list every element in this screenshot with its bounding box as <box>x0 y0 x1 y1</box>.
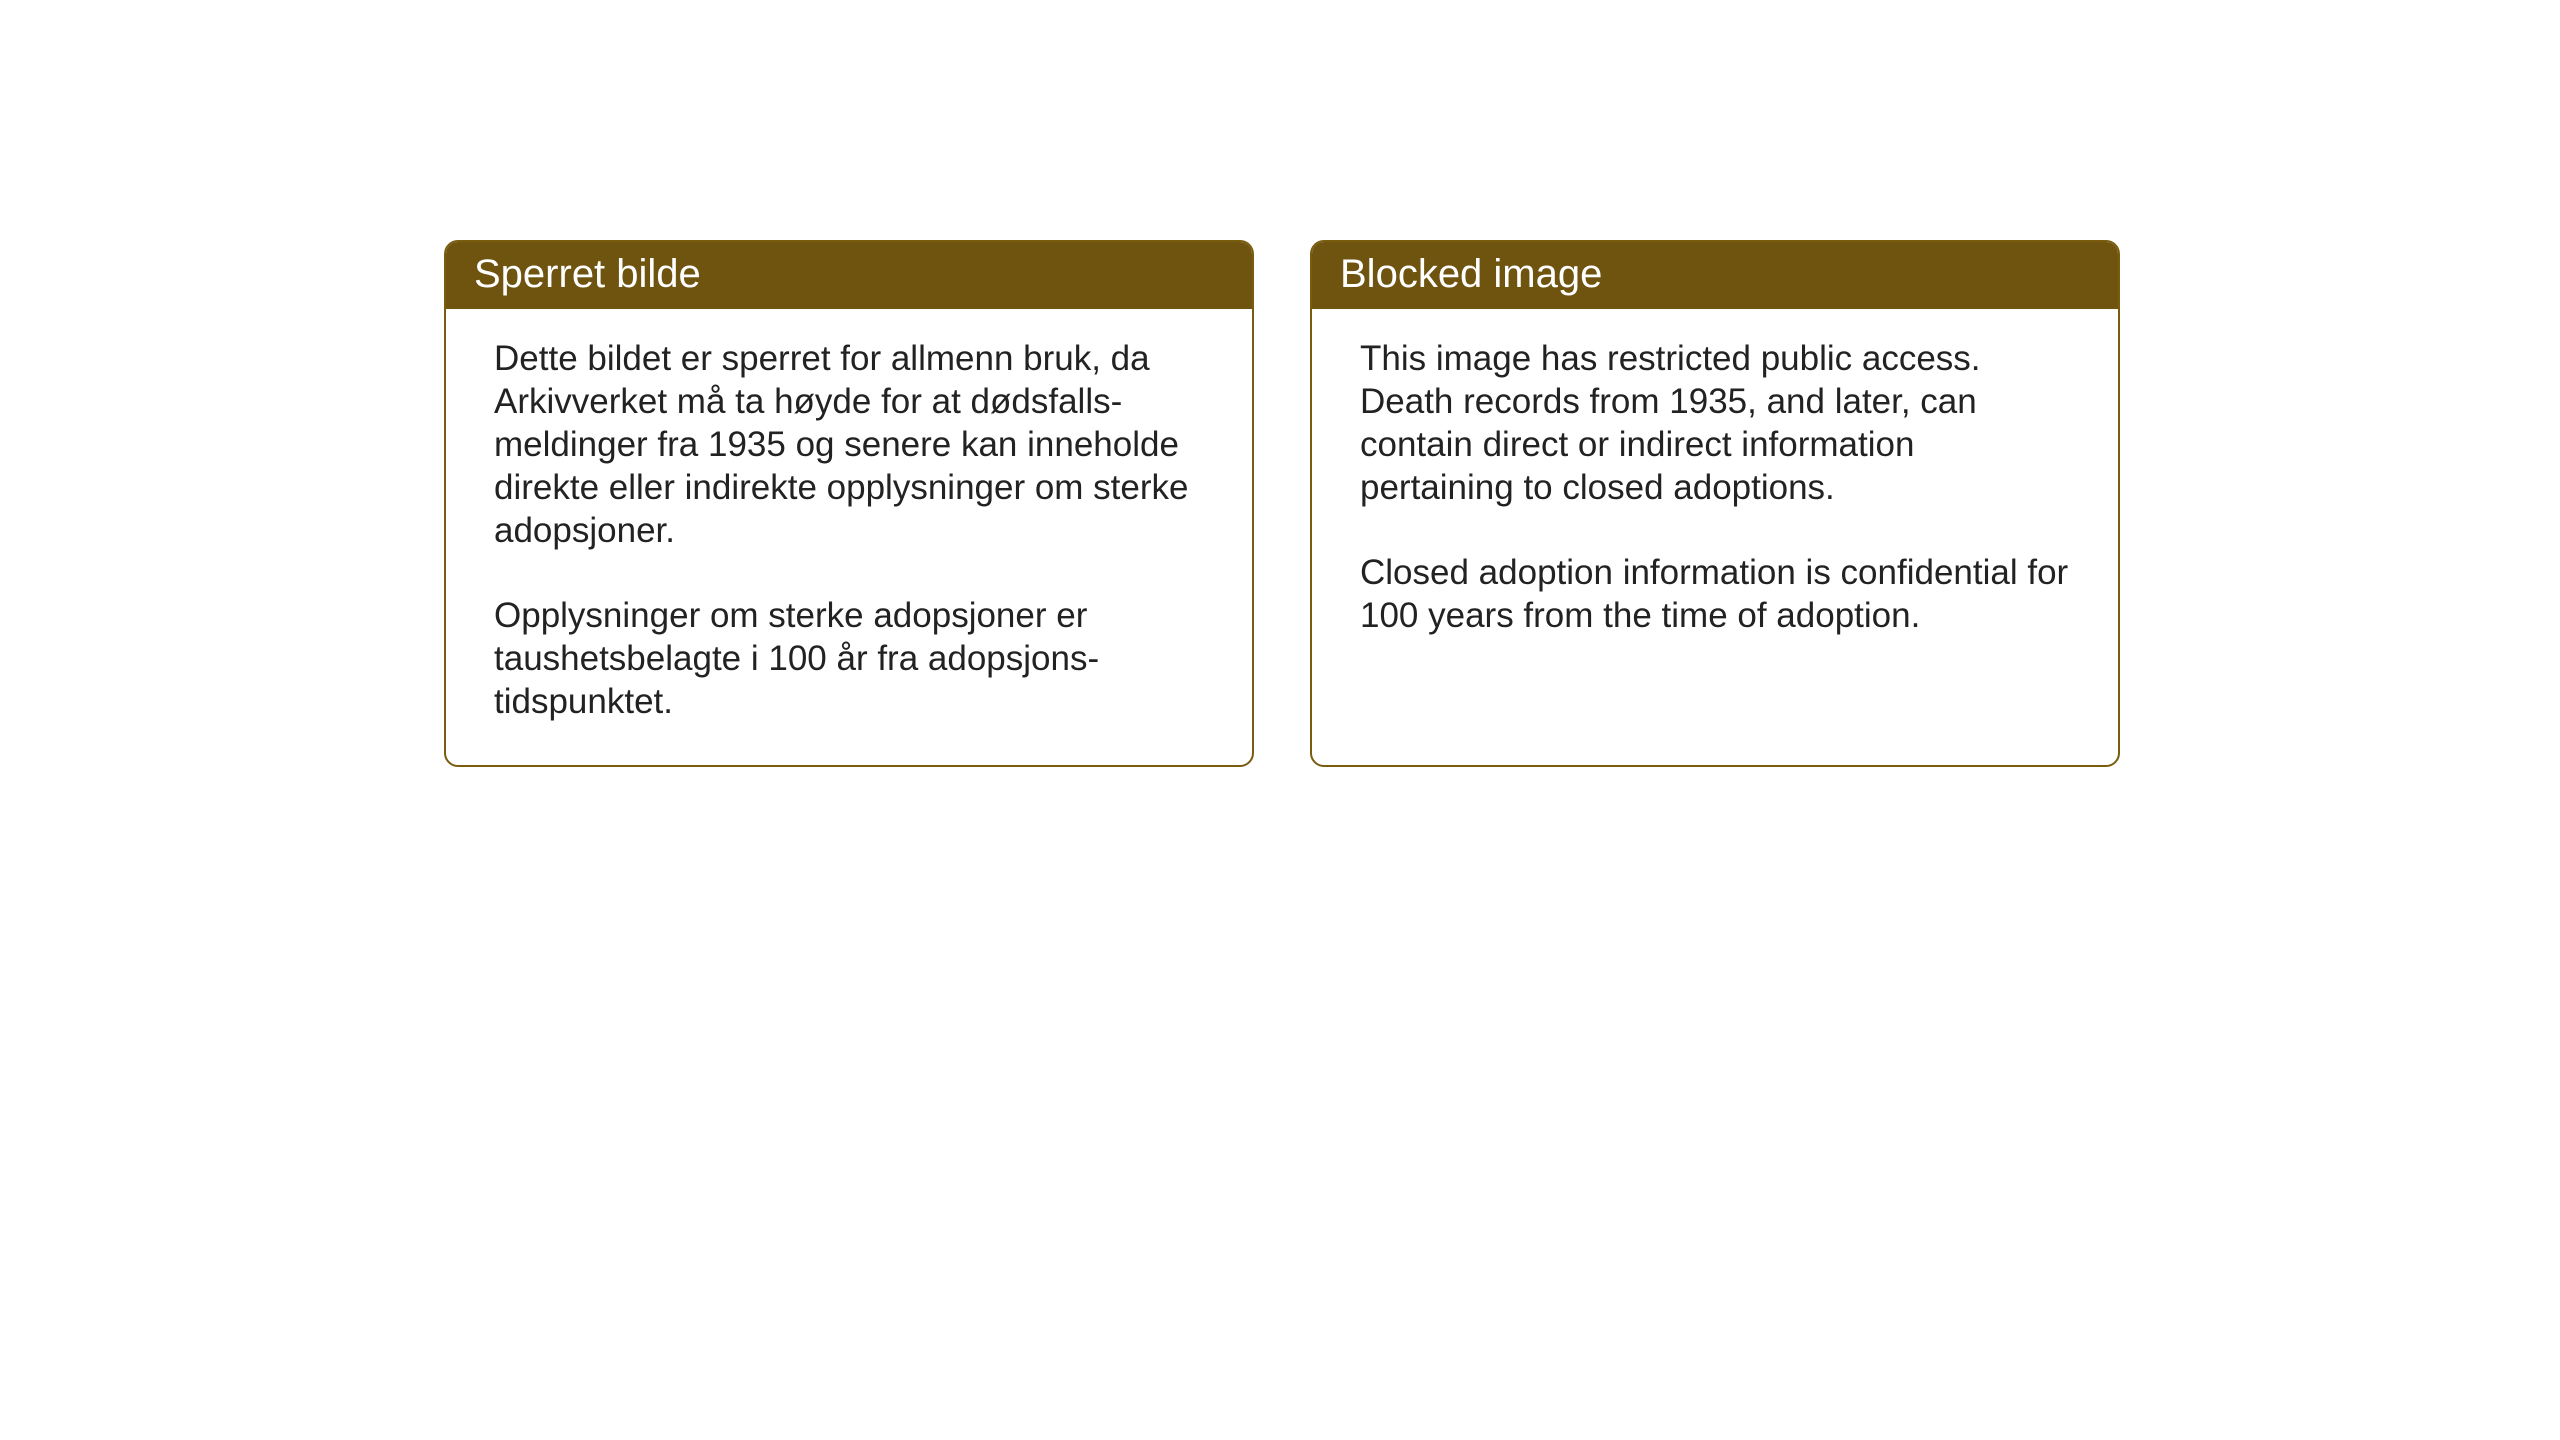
card-title-english: Blocked image <box>1340 252 1602 296</box>
card-body-norwegian: Dette bildet er sperret for allmenn bruk… <box>446 309 1252 765</box>
card-para1-norwegian: Dette bildet er sperret for allmenn bruk… <box>494 337 1204 552</box>
card-norwegian: Sperret bilde Dette bildet er sperret fo… <box>444 240 1254 767</box>
card-para1-english: This image has restricted public access.… <box>1360 337 2070 509</box>
card-header-english: Blocked image <box>1312 242 2118 309</box>
card-para2-english: Closed adoption information is confident… <box>1360 551 2070 637</box>
card-para2-norwegian: Opplysninger om sterke adopsjoner er tau… <box>494 594 1204 723</box>
card-header-norwegian: Sperret bilde <box>446 242 1252 309</box>
card-title-norwegian: Sperret bilde <box>474 252 701 296</box>
cards-container: Sperret bilde Dette bildet er sperret fo… <box>444 240 2120 767</box>
card-body-english: This image has restricted public access.… <box>1312 309 2118 679</box>
card-english: Blocked image This image has restricted … <box>1310 240 2120 767</box>
